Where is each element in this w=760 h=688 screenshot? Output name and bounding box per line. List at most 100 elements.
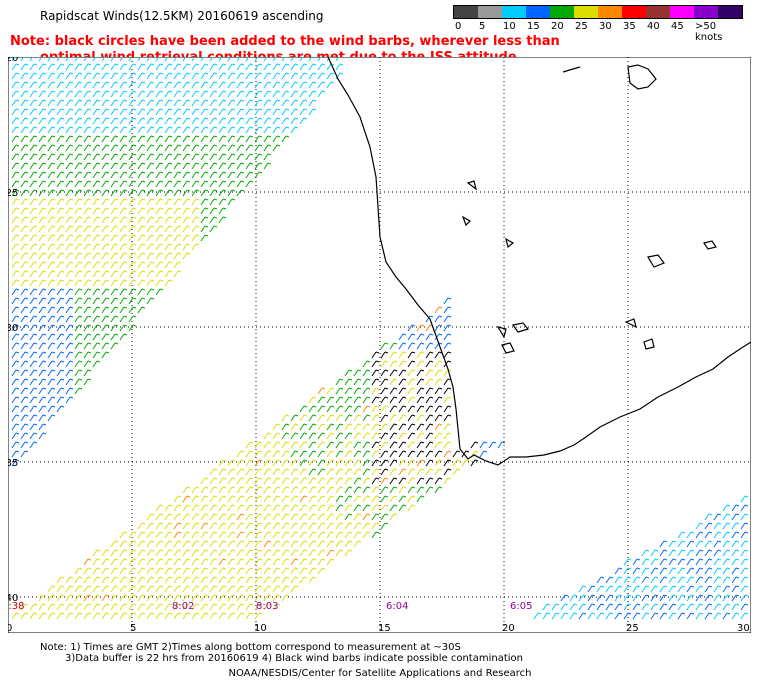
wind-barb (380, 360, 389, 368)
wind-barb (83, 333, 92, 341)
wind-barb (20, 288, 29, 296)
wind-barb (713, 513, 722, 521)
wind-barb (344, 504, 353, 512)
wind-barb (704, 603, 713, 611)
wind-barb (362, 504, 371, 512)
wind-barb (83, 324, 92, 332)
wind-barb (155, 171, 164, 179)
wind-barb (209, 81, 218, 89)
wind-barb (263, 126, 272, 134)
wind-barb (245, 99, 254, 107)
wind-barb (92, 612, 101, 620)
wind-barb (236, 117, 245, 125)
wind-barb (398, 360, 407, 368)
wind-barb (254, 108, 263, 116)
wind-barb (452, 459, 461, 467)
wind-barb (695, 540, 704, 548)
wind-barb (11, 81, 20, 89)
wind-barb (623, 603, 632, 611)
wind-barb (182, 234, 191, 242)
wind-barb (443, 315, 452, 323)
wind-barb (200, 216, 209, 224)
wind-barb (110, 99, 119, 107)
wind-barb (245, 558, 254, 566)
wind-barb (362, 531, 371, 539)
wind-barb (335, 531, 344, 539)
wind-barb (173, 162, 182, 170)
wind-barb (83, 207, 92, 215)
wind-barb (200, 171, 209, 179)
wind-barb (146, 513, 155, 521)
wind-barb (65, 396, 74, 404)
wind-barb (47, 324, 56, 332)
wind-barb (713, 531, 722, 539)
wind-barb (155, 63, 164, 71)
wind-barb (704, 540, 713, 548)
wind-barb (92, 162, 101, 170)
wind-barb (164, 108, 173, 116)
wind-barb (731, 504, 740, 512)
wind-barb (542, 603, 551, 611)
wind-barb (227, 576, 236, 584)
wind-barb (191, 585, 200, 593)
wind-barb (632, 594, 641, 602)
wind-barb (146, 594, 155, 602)
wind-barb (281, 450, 290, 458)
wind-barb (92, 117, 101, 125)
wind-barb (317, 57, 322, 62)
wind-barb (200, 153, 209, 161)
wind-barb (128, 144, 137, 152)
wind-barb (56, 279, 65, 287)
wind-barb (389, 495, 398, 503)
wind-barb (587, 594, 596, 602)
wind-barb (443, 477, 452, 485)
wind-barb (11, 324, 20, 332)
wind-barb (38, 171, 47, 179)
wind-barb (20, 108, 29, 116)
wind-barb (83, 189, 92, 197)
wind-barb (254, 549, 263, 557)
wind-barb (263, 90, 272, 98)
wind-barb (74, 594, 83, 602)
wind-barb (29, 135, 38, 143)
wind-barb (200, 585, 209, 593)
wind-barb (371, 351, 380, 359)
wind-barb (47, 612, 56, 620)
wind-barb (344, 540, 353, 548)
wind-barb (128, 558, 137, 566)
wind-barb (713, 585, 722, 593)
wind-barb (308, 396, 317, 404)
wind-barb (227, 558, 236, 566)
wind-barb (92, 216, 101, 224)
wind-barb (263, 549, 272, 557)
longitude-label: 20 (502, 623, 515, 633)
wind-barb (47, 81, 56, 89)
wind-barb (92, 72, 101, 80)
wind-barb (74, 585, 83, 593)
wind-barb (110, 171, 119, 179)
wind-barb (236, 135, 245, 143)
wind-barb (101, 117, 110, 125)
wind-barb (317, 522, 326, 530)
wind-barb (173, 189, 182, 197)
wind-barb (605, 576, 614, 584)
wind-barb (146, 180, 155, 188)
wind-barb (263, 540, 272, 548)
wind-barb (65, 333, 74, 341)
wind-barb (218, 180, 227, 188)
wind-barb (191, 180, 200, 188)
wind-barb (182, 567, 191, 575)
wind-barb (272, 486, 281, 494)
wind-barb (632, 612, 641, 620)
wind-barb (11, 162, 20, 170)
wind-barb (281, 441, 290, 449)
wind-barb (47, 378, 56, 386)
wind-barb (173, 153, 182, 161)
wind-barb (407, 423, 416, 431)
wind-barb (731, 549, 740, 557)
wind-barb (47, 135, 56, 143)
wind-barb (164, 279, 173, 287)
wind-barb (326, 459, 335, 467)
wind-barb (47, 189, 56, 197)
wind-barb (65, 162, 74, 170)
